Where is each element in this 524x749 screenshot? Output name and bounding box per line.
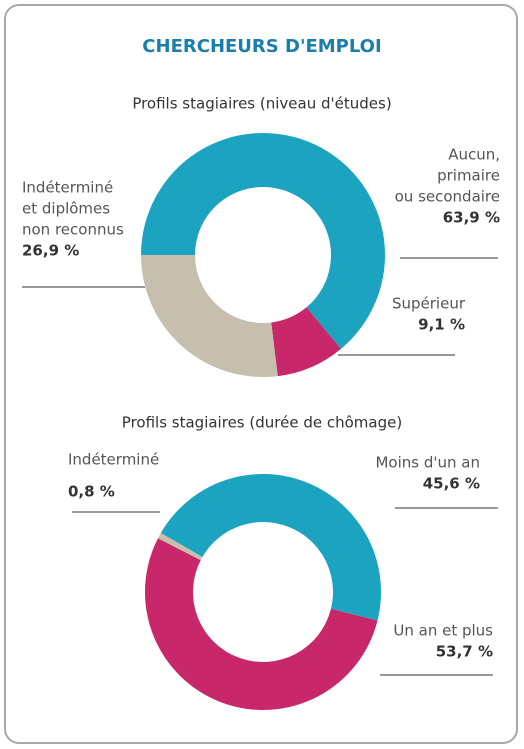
value-label: 9,1 % — [418, 316, 465, 334]
donut-segment — [157, 533, 203, 561]
donut-segment — [141, 255, 278, 377]
main-title: CHERCHEURS D'EMPLOI — [142, 36, 381, 57]
value-label: 63,9 % — [443, 209, 500, 227]
segment-label: Indéterminé — [22, 179, 113, 197]
segment-label: Un an et plus — [393, 622, 493, 640]
segment-label: ou secondaire — [395, 188, 500, 206]
value-label: 53,7 % — [436, 643, 493, 661]
donut-segment — [145, 538, 378, 710]
chart-subtitle: Profils stagiaires (durée de chômage) — [122, 414, 402, 432]
segment-label: Supérieur — [392, 295, 466, 313]
chart-subtitle: Profils stagiaires (niveau d'études) — [132, 95, 391, 113]
segment-label: non reconnus — [22, 221, 124, 239]
donut-segment — [271, 307, 341, 377]
segment-label: primaire — [437, 167, 500, 185]
donut-segment — [160, 474, 381, 621]
value-label: 45,6 % — [423, 475, 480, 493]
donut-segment — [141, 132, 386, 349]
value-label: 0,8 % — [68, 483, 115, 501]
value-label: 26,9 % — [22, 242, 79, 260]
segment-label: et diplômes — [22, 200, 110, 218]
segment-label: Aucun, — [448, 146, 500, 164]
segment-label: Indéterminé — [68, 451, 159, 469]
segment-label: Moins d'un an — [375, 454, 480, 472]
